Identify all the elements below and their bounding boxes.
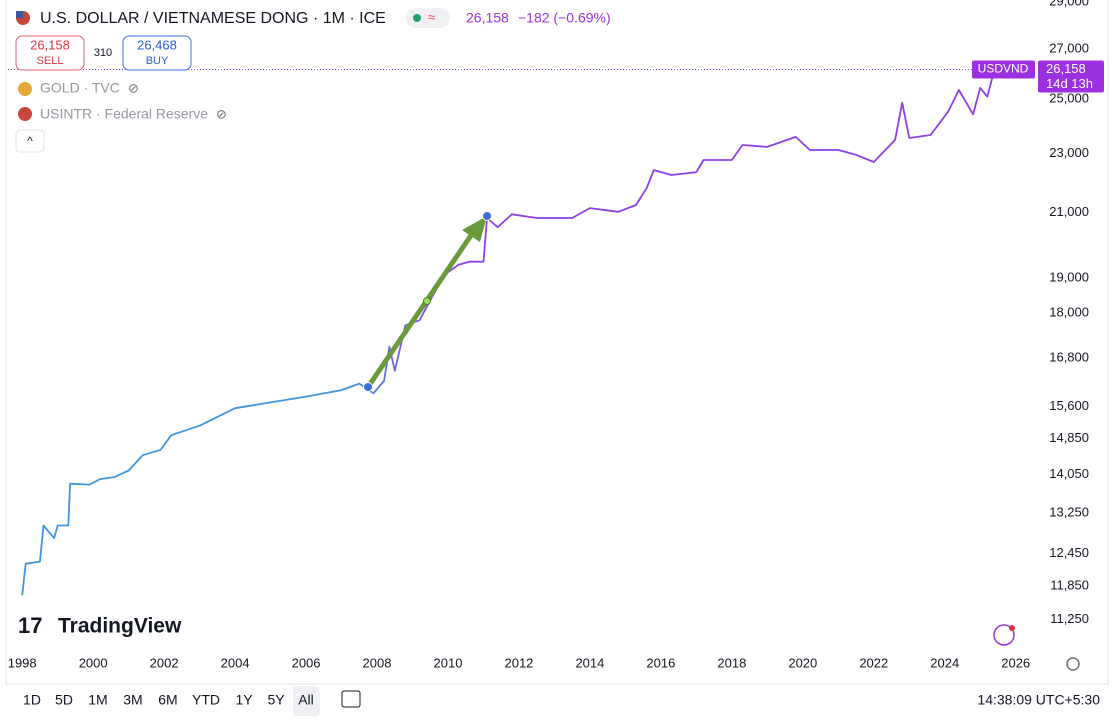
settings-icon[interactable]: [1066, 657, 1080, 671]
y-tick-label: 23,000: [1049, 145, 1089, 160]
arrow-handle: [482, 211, 492, 221]
x-tick-label: 1998: [8, 655, 37, 670]
last-price: 26,158: [466, 10, 509, 26]
collapse-icon: ^: [27, 134, 33, 148]
buy-price: 26,468: [137, 37, 177, 52]
x-tick-label: 2008: [363, 655, 392, 670]
x-tick-label: 2024: [930, 655, 959, 670]
alert-icon[interactable]: [993, 624, 1015, 646]
timeframe-button[interactable]: 1Y: [235, 692, 253, 708]
status-dot: [413, 14, 421, 22]
series-label-box: [972, 60, 1035, 79]
status-pill[interactable]: [406, 8, 450, 28]
arrow-annotation: [363, 211, 492, 392]
x-tick-label: 2018: [717, 655, 746, 670]
plot: 11,250 11,850 12,450 13,250 14,050 14,850 15,6…: [8, 0, 1089, 670]
y-tick-label: 15,600: [1049, 398, 1089, 413]
timeframe-button[interactable]: 3M: [123, 692, 142, 708]
collapse-button[interactable]: [15, 129, 45, 153]
y-tick-label: 21,000: [1049, 204, 1089, 219]
buy-button[interactable]: [122, 35, 192, 71]
timeframe-button[interactable]: 6M: [158, 692, 177, 708]
y-tick-label: 16,800: [1049, 350, 1089, 365]
y-tick-label: 13,250: [1049, 504, 1089, 519]
arrow-shaft: [365, 226, 479, 389]
logo: 17 TradingView: [18, 613, 182, 638]
y-tick-label: 25,000: [1049, 90, 1089, 105]
overlay-label: GOLD · TVC: [40, 80, 120, 96]
x-tick-label: 2012: [504, 655, 533, 670]
x-tick-label: 2002: [150, 655, 179, 670]
active-range: [293, 686, 320, 716]
countdown-label: 14d 13h: [1046, 76, 1093, 91]
gold-icon: [18, 82, 32, 96]
timeframe-button[interactable]: 5Y: [267, 692, 285, 708]
y-tick-label: 12,450: [1049, 545, 1089, 560]
toolbar: 14:38:09 UTC+5:30 1D 5D 1M 3M 6M YTD 1Y 5Y All: [23, 686, 1100, 716]
y-tick-label: 11,250: [1050, 611, 1089, 626]
logo-icon: 17: [18, 613, 42, 638]
y-tick-label: 14,850: [1049, 430, 1089, 445]
x-tick-label: 2020: [788, 655, 817, 670]
price-label-box: [1038, 60, 1104, 93]
y-tick-label: 18,000: [1049, 305, 1089, 320]
flag-icon: [18, 107, 32, 121]
date-range-icon[interactable]: [341, 690, 361, 708]
timeframe-button[interactable]: 1M: [88, 692, 107, 708]
timeframe-button[interactable]: 5D: [55, 692, 73, 708]
y-tick-label: 19,000: [1049, 269, 1089, 284]
header: U.S. DOLLAR / VIETNAMESE DONG · 1M · ICE…: [15, 8, 611, 153]
buy-label: BUY: [146, 55, 169, 67]
status-icon: ≈: [428, 9, 435, 24]
x-tick-label: 2014: [575, 655, 604, 670]
sell-label: SELL: [37, 55, 64, 67]
timeframe-button[interactable]: All: [298, 692, 314, 708]
x-tick-label: 2016: [646, 655, 675, 670]
arrow-head: [462, 216, 487, 242]
symbol-title: U.S. DOLLAR / VIETNAMESE DONG · 1M · ICE: [40, 10, 386, 27]
x-tick-label: 2006: [292, 655, 321, 670]
hide-icon[interactable]: ⊘: [216, 106, 227, 121]
price-change: −182 (−0.69%): [518, 10, 611, 26]
flag-icon: [16, 11, 23, 18]
overlay-label: USINTR · Federal Reserve: [40, 106, 208, 122]
price-line: [21, 69, 996, 596]
sell-price: 26,158: [30, 37, 70, 52]
arrow-handle: [423, 297, 431, 305]
clock: 14:38:09 UTC+5:30: [977, 692, 1100, 708]
y-tick-label: 29,000: [1049, 0, 1089, 9]
x-tick-label: 2022: [859, 655, 888, 670]
y-tick-label: 14,050: [1049, 466, 1089, 481]
y-tick-label: 11,850: [1050, 577, 1089, 592]
price-label: 26,158: [1046, 61, 1086, 76]
x-tick-label: 2026: [1001, 655, 1030, 670]
spread: 310: [94, 47, 112, 59]
y-tick-label: 27,000: [1049, 40, 1089, 55]
x-tick-label: 2000: [79, 655, 108, 670]
sell-button[interactable]: [15, 35, 85, 71]
timeframe-button[interactable]: 1D: [23, 692, 41, 708]
series-label: USDVND: [978, 62, 1029, 76]
timeframe-button[interactable]: YTD: [192, 692, 220, 708]
alert-dot: [1009, 625, 1015, 631]
logo-text: TradingView: [58, 615, 182, 638]
x-tick-label: 2010: [434, 655, 463, 670]
hide-icon[interactable]: ⊘: [128, 80, 139, 95]
x-tick-label: 2004: [221, 655, 250, 670]
arrow-handle: [363, 382, 373, 392]
